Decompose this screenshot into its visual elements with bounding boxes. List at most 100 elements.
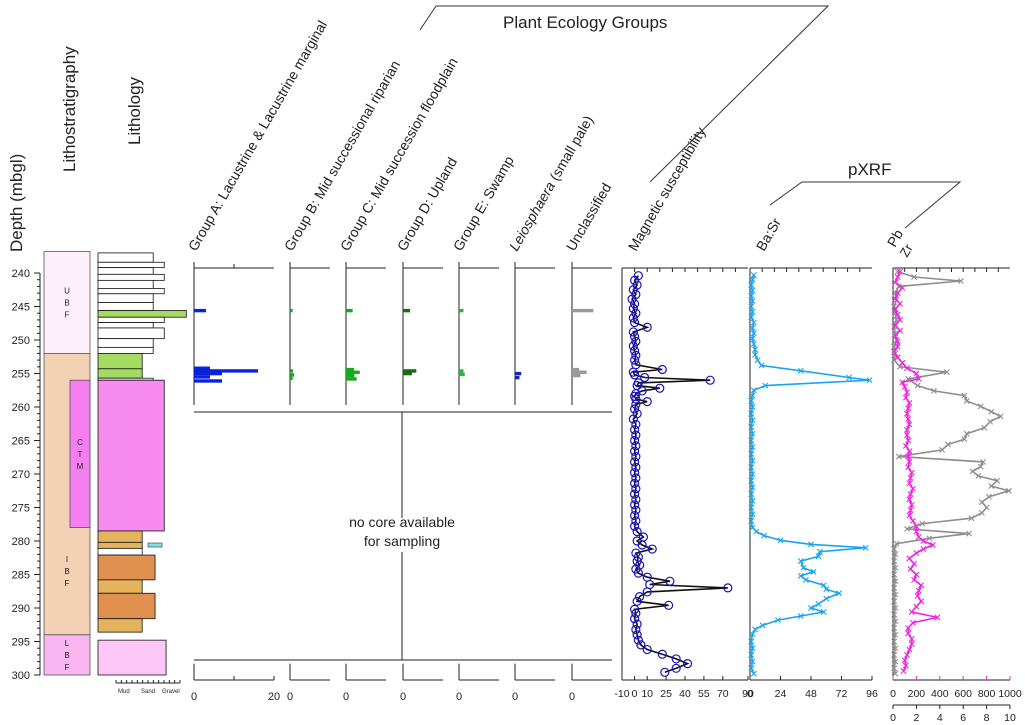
series-point — [749, 471, 756, 477]
series-point — [866, 377, 873, 384]
series-point — [749, 404, 756, 410]
series-point — [753, 528, 760, 535]
series-point — [628, 303, 638, 314]
plant-group-bar — [194, 369, 258, 373]
lithology-bed — [97, 547, 143, 556]
plant-group-tick-label: 0 — [512, 691, 518, 703]
series-point — [897, 268, 904, 275]
series-point — [749, 658, 756, 665]
series-point — [640, 372, 650, 383]
series-point — [893, 540, 900, 547]
lithology-lens — [147, 542, 163, 548]
series-point — [629, 489, 640, 499]
plant-group-header-rest: (small pale) — [544, 113, 596, 187]
gap-note-line1: no core available — [349, 514, 455, 530]
series-point — [816, 548, 823, 555]
series-point — [752, 351, 759, 358]
series-point — [750, 272, 757, 278]
series-point — [908, 469, 915, 476]
series-point — [749, 444, 756, 451]
series-point — [892, 279, 899, 286]
series-point — [900, 667, 907, 674]
series-point — [906, 458, 913, 465]
series-point — [892, 658, 899, 665]
series-tick-label: 25 — [660, 688, 672, 700]
series-header: Magnetic susceptibility — [625, 124, 709, 253]
plant-group-bar — [403, 369, 417, 373]
lithology-bed — [97, 316, 165, 323]
plant-group-tick-label: 0 — [569, 691, 575, 703]
series-point — [920, 546, 927, 553]
series-point — [762, 382, 769, 389]
series-point — [906, 496, 913, 503]
series-point — [628, 414, 638, 424]
series-point — [628, 327, 638, 337]
series-point — [891, 571, 898, 578]
depth-tick-label: 260 — [12, 402, 30, 414]
lithology-header: Lithology — [125, 76, 144, 145]
plant-group-bar — [290, 376, 293, 380]
series-point — [915, 375, 922, 382]
series-point — [629, 446, 640, 456]
series-point — [749, 511, 756, 518]
grain-label-gravel: Gravel — [162, 689, 180, 695]
series-point — [911, 576, 918, 583]
strat-unit-label: B — [64, 651, 69, 660]
series-point — [906, 512, 913, 519]
series-point — [629, 370, 640, 380]
series-point — [627, 294, 637, 304]
plant-group-header-italic: Leiosphaera — [506, 179, 558, 254]
series-point — [637, 540, 647, 550]
strat-unit-label: T — [78, 450, 83, 459]
plant-group-bar — [346, 308, 353, 313]
series-point — [749, 484, 756, 491]
plant-group-header: Group B: Mid successional riparian — [281, 57, 403, 253]
series-point — [909, 485, 916, 492]
depth-tick-label: 270 — [12, 469, 30, 481]
series-point — [988, 483, 995, 490]
series-point — [633, 635, 643, 645]
series-point — [968, 515, 975, 522]
series-point — [748, 638, 755, 645]
plant-group-header: Group E: Swamp — [450, 153, 517, 254]
series-point — [631, 399, 641, 409]
series-point — [897, 300, 904, 307]
series-point — [748, 282, 755, 289]
series-point — [892, 670, 899, 677]
series-point — [629, 332, 640, 342]
series-point — [820, 609, 827, 616]
series-point — [749, 308, 756, 315]
strat-unit-label: C — [77, 438, 83, 447]
series-point — [892, 645, 899, 652]
lithology-bed — [97, 267, 154, 275]
plant-group-bar — [194, 379, 222, 383]
strat-unit-label: F — [65, 663, 70, 672]
depth-axis: 240 245 250 255 260 265 270 275 280 285 290 295 300 — [12, 268, 41, 682]
series-point — [907, 507, 914, 514]
series-point — [905, 416, 912, 423]
series-point — [802, 576, 809, 583]
series-point — [815, 553, 822, 560]
series-point — [977, 403, 984, 410]
lithology-bed — [97, 288, 165, 295]
series-point — [748, 397, 755, 404]
series-point — [994, 477, 1001, 484]
series-point — [862, 544, 869, 551]
series-point — [906, 646, 913, 653]
series-point — [918, 582, 925, 589]
series-point — [897, 327, 904, 334]
plant-group-bar — [403, 308, 411, 313]
series-point — [810, 568, 817, 575]
series-point — [749, 645, 756, 652]
plant-groups-panel: Group A: Lacustrine & Lacustrine margina… — [185, 18, 615, 703]
series-point — [891, 558, 898, 565]
series-tick-label: 0 — [632, 688, 638, 700]
depth-tick-label: 285 — [12, 570, 30, 582]
plant-group-bar — [459, 372, 465, 376]
series-point — [758, 362, 765, 369]
series-point — [760, 532, 767, 539]
series-point — [631, 516, 641, 526]
strat-unit-label: B — [64, 567, 69, 576]
series-point — [808, 541, 814, 548]
series-tick-label: 8 — [984, 712, 990, 724]
